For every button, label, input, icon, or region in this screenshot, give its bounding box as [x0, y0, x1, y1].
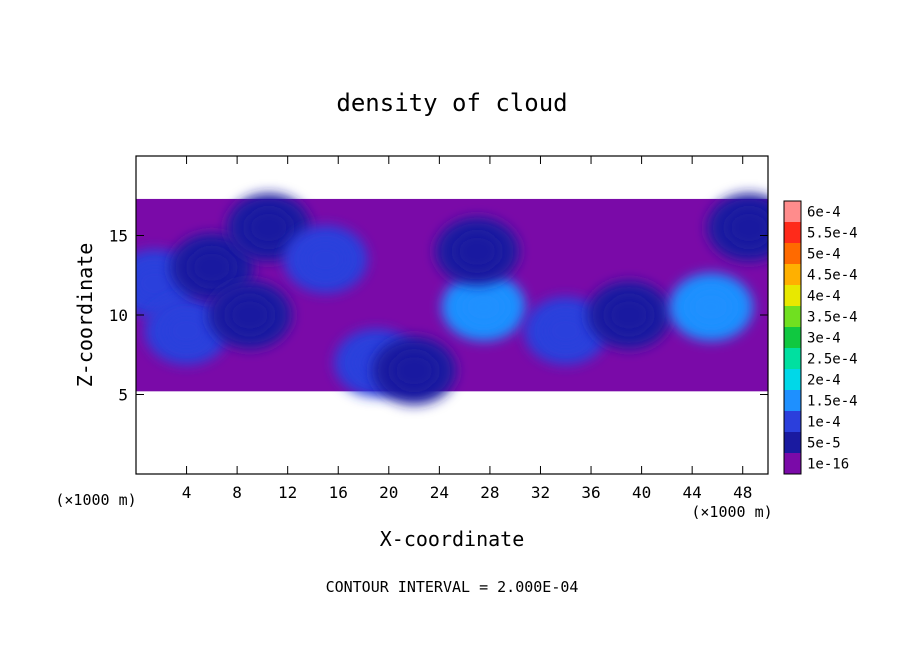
x-tick-label: 20	[379, 483, 398, 502]
colorbar-label: 5e-5	[807, 436, 841, 452]
colorbar-swatch	[784, 243, 801, 264]
y-tick-label: 10	[109, 306, 128, 325]
colorbar-label: 4e-4	[807, 289, 841, 305]
colorbar-swatch	[784, 327, 801, 348]
x-tick-label: 44	[683, 483, 702, 502]
colorbar-swatch	[784, 285, 801, 306]
colorbar-label: 1e-4	[807, 415, 841, 431]
density-cell-core	[246, 209, 291, 246]
colorbar-swatch	[784, 432, 801, 453]
y-tick-label: 5	[118, 386, 128, 405]
colorbar-swatch	[784, 390, 801, 411]
density-cell-core	[455, 233, 500, 270]
y-axis-unit: (×1000 m)	[55, 491, 136, 509]
x-tick-label: 4	[182, 483, 192, 502]
colorbar-label: 3.5e-4	[807, 310, 858, 326]
density-cell-core	[136, 265, 177, 302]
y-axis-label: Z-coordinate	[73, 243, 97, 388]
density-cell-core	[189, 249, 234, 286]
colorbar-label: 3e-4	[807, 331, 841, 347]
colorbar-swatch	[784, 411, 801, 432]
y-tick-label: 15	[109, 227, 128, 246]
colorbar: 1e-16 5e-5 1e-4 1.5e-4 2e-4 2.5e-4 3e-4 3.5e-4 4…	[783, 200, 858, 475]
colorbar-label: 2.5e-4	[807, 352, 858, 368]
x-tick-label: 36	[581, 483, 600, 502]
density-field	[136, 193, 768, 405]
colorbar-label: 6e-4	[807, 205, 841, 221]
x-tick-label: 48	[733, 483, 752, 502]
colorbar-swatch	[784, 264, 801, 285]
density-cell-core	[303, 241, 348, 278]
x-axis-unit: (×1000 m)	[691, 503, 772, 521]
density-cell-core	[689, 289, 734, 326]
colorbar-label: 1.5e-4	[807, 394, 858, 410]
density-cell-core	[606, 297, 651, 333]
colorbar-swatch	[784, 348, 801, 369]
colorbar-swatch	[784, 201, 801, 222]
density-cell-core	[461, 289, 506, 326]
density-cell-core	[727, 209, 768, 246]
x-tick-label: 8	[232, 483, 242, 502]
colorbar-swatch	[784, 222, 801, 243]
density-cell-core	[392, 352, 437, 389]
density-cell-core	[164, 312, 209, 349]
density-cell-core	[227, 297, 272, 333]
x-tick-label: 40	[632, 483, 651, 502]
colorbar-label: 5e-4	[807, 247, 841, 263]
density-cell-core	[543, 312, 588, 349]
colorbar-frame	[783, 200, 802, 475]
chart-title: density of cloud	[336, 89, 567, 117]
colorbar-label: 4.5e-4	[807, 268, 858, 284]
contour-interval-note: CONTOUR INTERVAL = 2.000E-04	[326, 578, 579, 596]
x-tick-label: 24	[430, 483, 449, 502]
colorbar-label: 1e-16	[807, 457, 849, 473]
colorbar-label: 2e-4	[807, 373, 841, 389]
x-tick-label: 28	[480, 483, 499, 502]
x-tick-label: 32	[531, 483, 550, 502]
colorbar-swatch	[784, 453, 801, 474]
x-tick-label: 12	[278, 483, 297, 502]
colorbar-swatch	[784, 306, 801, 327]
x-tick-label: 16	[329, 483, 348, 502]
colorbar-label: 5.5e-4	[807, 226, 858, 242]
colorbar-swatch	[784, 369, 801, 390]
x-axis-label: X-coordinate	[380, 527, 525, 551]
